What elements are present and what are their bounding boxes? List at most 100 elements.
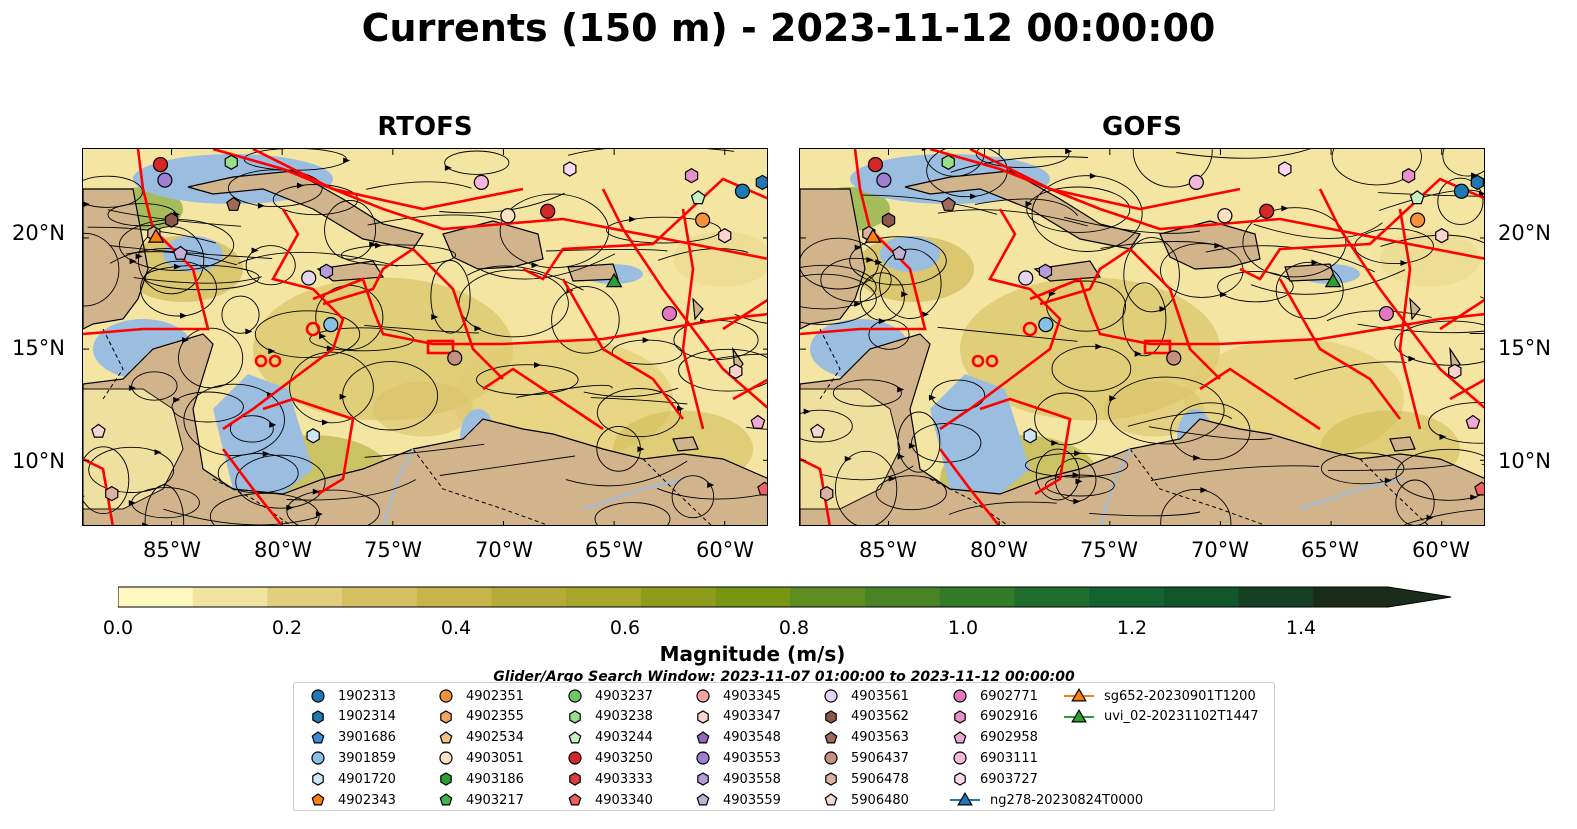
legend-item: sg652-20230901T1200 <box>1064 686 1256 706</box>
search-window-text: Glider/Argo Search Window: 2023-11-07 01… <box>493 669 1075 685</box>
legend-marker <box>1071 688 1087 702</box>
platform-marker <box>91 423 106 438</box>
legend-item: 4902355 <box>436 707 524 727</box>
legend-label: 6902771 <box>980 688 1038 704</box>
legend-label: 4903558 <box>723 771 781 787</box>
legend: 1902313 1902314 3901686 3901859 4901720 49023… <box>293 682 1275 811</box>
legend-item: 5906480 <box>821 790 909 810</box>
legend-item: 4903345 <box>693 686 781 706</box>
platform-marker <box>105 485 119 502</box>
platform-marker <box>1038 317 1054 333</box>
legend-marker <box>696 793 710 806</box>
figure-title: Currents (150 m) - 2023-11-12 00:00:00 <box>361 6 1216 50</box>
legend-marker <box>439 689 453 703</box>
lat-label-right-10: 10°N <box>1498 449 1551 473</box>
lat-label-right-15: 15°N <box>1498 336 1551 360</box>
lon-label-70w-gofs: 70°W <box>1191 538 1249 562</box>
legend-label: 5906478 <box>851 771 909 787</box>
legend-item: 6902916 <box>950 707 1038 727</box>
legend-item: 4903237 <box>565 686 653 706</box>
legend-marker <box>312 772 324 786</box>
legend-marker <box>696 730 710 744</box>
lon-label-85w-gofs: 85°W <box>859 538 917 562</box>
platform-marker <box>661 305 678 322</box>
legend-marker <box>953 730 967 744</box>
colorbar <box>118 586 1452 608</box>
gofs-map[interactable] <box>799 148 1485 526</box>
legend-marker <box>569 772 581 786</box>
lat-label-left-15: 15°N <box>12 336 65 360</box>
platform-marker <box>1409 190 1425 205</box>
legend-marker <box>440 710 452 724</box>
platform-marker <box>164 212 179 228</box>
legend-marker <box>954 772 966 786</box>
legend-marker <box>1071 708 1087 723</box>
legend-marker <box>311 751 325 765</box>
platform-marker <box>323 317 339 333</box>
platform-marker <box>941 196 956 211</box>
legend-item: uvi_02-20231102T1447 <box>1064 707 1258 727</box>
legend-label: 4903563 <box>851 730 909 746</box>
platform-marker <box>729 363 743 380</box>
legend-label: 4903553 <box>723 750 781 766</box>
legend-item: 4903340 <box>565 790 653 810</box>
legend-marker <box>311 793 325 806</box>
legend-label: 6902958 <box>980 730 1038 746</box>
platform-marker <box>718 228 732 244</box>
platform-marker <box>1448 363 1462 380</box>
platform-marker <box>867 156 884 173</box>
legend-label: 4903340 <box>595 792 653 808</box>
platform-marker <box>1278 161 1292 177</box>
platform-marker <box>447 350 463 366</box>
platform-marker <box>876 172 892 188</box>
platform-marker <box>540 203 556 219</box>
platform-marker <box>1038 263 1053 279</box>
platform-marker <box>1435 228 1449 244</box>
colorbar-tick: 1.4 <box>1285 617 1317 639</box>
legend-marker <box>439 793 453 806</box>
legend-item: 4901720 <box>308 769 396 789</box>
legend-label: 4902355 <box>466 709 524 725</box>
legend-label: 4903345 <box>723 688 781 704</box>
legend-marker <box>824 751 838 765</box>
rtofs-map[interactable] <box>82 148 768 526</box>
legend-item: 6902958 <box>950 728 1038 748</box>
platform-marker <box>1166 350 1182 366</box>
legend-item: 4903553 <box>693 748 781 768</box>
legend-label: 4902343 <box>338 792 396 808</box>
legend-label: 4903561 <box>851 688 909 704</box>
legend-item: 3901859 <box>308 748 396 768</box>
legend-marker <box>824 793 838 806</box>
legend-item: 6902771 <box>950 686 1038 706</box>
colorbar-tick: 1.2 <box>1116 617 1148 639</box>
platform-marker <box>500 208 516 224</box>
platform-marker <box>1259 203 1275 219</box>
platform-marker <box>605 272 623 288</box>
legend-item: 4903561 <box>821 686 909 706</box>
platform-marker <box>820 485 834 502</box>
platform-marker <box>1465 414 1481 429</box>
legend-marker <box>824 689 838 703</box>
legend-item: 4903217 <box>436 790 524 810</box>
colorbar-tick: 1.0 <box>947 617 979 639</box>
platform-marker <box>1410 212 1426 228</box>
legend-label: 6903111 <box>980 750 1038 766</box>
legend-item: 1902313 <box>308 686 396 706</box>
legend-marker <box>825 710 837 724</box>
platform-marker <box>1188 174 1204 190</box>
legend-item: 4903051 <box>436 748 524 768</box>
lon-label-80w: 80°W <box>254 538 312 562</box>
legend-item: ng278-20230824T0000 <box>950 790 1143 810</box>
legend-marker <box>311 689 325 703</box>
legend-marker <box>954 710 966 724</box>
platform-marker <box>891 245 907 260</box>
legend-label: 4902534 <box>466 730 524 746</box>
lon-label-75w-gofs: 75°W <box>1080 538 1138 562</box>
platform-marker <box>684 168 699 184</box>
legend-marker <box>568 751 582 765</box>
legend-label: 4903562 <box>851 709 909 725</box>
colorbar-tick: 0.4 <box>440 617 472 639</box>
colorbar-tick: 0.8 <box>778 617 810 639</box>
lon-label-85w: 85°W <box>143 538 201 562</box>
legend-item: 4903347 <box>693 707 781 727</box>
